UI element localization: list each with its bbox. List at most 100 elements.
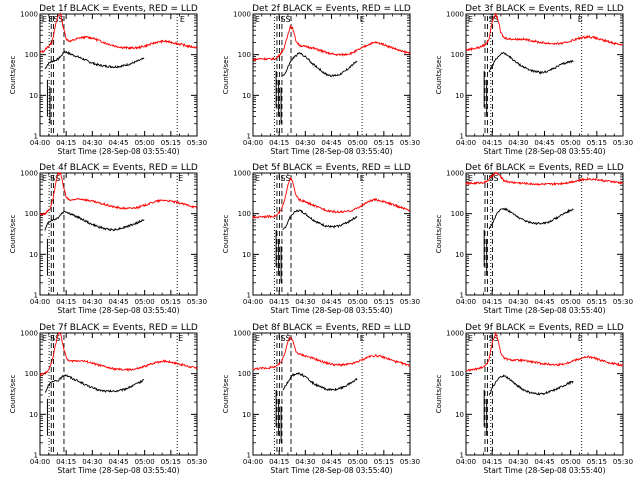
y-axis-label: Counts/sec — [435, 56, 443, 95]
x-tick-label: 04:15 — [56, 458, 76, 466]
y-tick-label: 1 — [460, 133, 464, 141]
y-tick-label: 100 — [238, 51, 251, 59]
y-tick-label: 1 — [247, 452, 251, 460]
panel-title: Det 3f BLACK = Events, RED = LLD — [465, 4, 624, 14]
x-tick-label: 04:45 — [108, 458, 128, 466]
plot-frame — [465, 13, 624, 137]
x-tick-label: 04:30 — [295, 298, 315, 306]
panel-det-9: Det 9f BLACK = Events, RED = LLD 1 10 100 10… — [435, 323, 633, 475]
x-tick-label: 05:15 — [161, 298, 181, 306]
y-tick-label: 100 — [238, 370, 251, 378]
x-tick-label: 04:30 — [82, 139, 102, 147]
y-tick-label: 1 — [34, 133, 38, 141]
series-line-lld — [39, 172, 198, 216]
series-line-lld — [252, 25, 411, 62]
event-marker-label: SS — [53, 15, 63, 24]
y-axis-label: Counts/sec — [9, 56, 17, 95]
panel-title: Det 1f BLACK = Events, RED = LLD — [39, 4, 198, 14]
y-axis-label: Counts/sec — [435, 375, 443, 414]
x-tick-label: 04:15 — [269, 298, 289, 306]
x-tick-label: 04:15 — [56, 298, 76, 306]
y-tick-label: 10 — [242, 92, 251, 100]
y-axis-label: Counts/sec — [9, 215, 17, 254]
x-tick-label: 04:45 — [321, 298, 341, 306]
y-tick-label: 10 — [29, 251, 38, 259]
x-tick-label: 04:00 — [456, 458, 476, 466]
y-tick-label: 100 — [451, 370, 464, 378]
x-tick-label: 04:30 — [82, 458, 102, 466]
panel-title: Det 4f BLACK = Events, RED = LLD — [39, 163, 198, 173]
series-line-events — [44, 210, 145, 232]
event-marker-label: E — [255, 334, 260, 343]
y-axis-label: Counts/sec — [9, 375, 17, 414]
y-tick-label: 100 — [451, 210, 464, 218]
x-tick-label: 05:00 — [561, 139, 581, 147]
series-line-events — [488, 374, 574, 396]
event-marker-label: E — [180, 15, 185, 24]
event-marker-label: E — [578, 174, 583, 183]
y-tick-label: 1000 — [233, 11, 251, 19]
series-line-lld — [465, 12, 623, 52]
y-axis-label: Counts/sec — [435, 215, 443, 254]
series-line-lld — [252, 177, 411, 219]
series-line-lld — [39, 331, 198, 377]
x-axis-label: Start Time (28-Sep-08 03:55:40) — [484, 306, 606, 315]
series-line-lld — [39, 12, 198, 54]
x-tick-label: 05:30 — [613, 139, 633, 147]
y-tick-label: 1 — [247, 292, 251, 300]
x-tick-label: 04:00 — [243, 298, 263, 306]
x-tick-label: 05:00 — [348, 139, 368, 147]
series-line-events — [488, 51, 574, 75]
panel-title: Det 5f BLACK = Events, RED = LLD — [252, 163, 411, 173]
x-tick-label: 05:15 — [161, 139, 181, 147]
event-marker-label: E — [255, 15, 260, 24]
y-tick-label: 100 — [238, 210, 251, 218]
event-marker-label: E — [360, 15, 365, 24]
x-tick-label: 05:00 — [135, 298, 155, 306]
x-tick-label: 04:00 — [243, 458, 263, 466]
y-tick-label: 1000 — [446, 330, 464, 338]
event-marker-label: SS — [280, 15, 290, 24]
x-tick-label: 04:45 — [108, 298, 128, 306]
x-tick-label: 04:30 — [295, 458, 315, 466]
event-marker-label: E — [468, 334, 473, 343]
y-tick-label: 100 — [25, 51, 38, 59]
x-tick-label: 05:15 — [374, 139, 394, 147]
y-tick-label: 10 — [242, 411, 251, 419]
panel-title: Det 6f BLACK = Events, RED = LLD — [465, 163, 624, 173]
panel-det-4: Det 4f BLACK = Events, RED = LLD 1 10 100 10… — [9, 163, 207, 315]
x-axis-label: Start Time (28-Sep-08 03:55:40) — [271, 306, 393, 315]
y-tick-label: 10 — [455, 411, 464, 419]
x-tick-label: 04:45 — [534, 139, 554, 147]
x-tick-label: 04:00 — [30, 298, 50, 306]
series-line-events — [44, 50, 145, 70]
x-tick-label: 05:00 — [135, 458, 155, 466]
x-tick-label: 05:00 — [561, 298, 581, 306]
event-marker-label: E — [578, 15, 583, 24]
x-tick-label: 05:15 — [374, 458, 394, 466]
event-marker-label: E — [42, 15, 47, 24]
x-tick-label: 05:00 — [348, 298, 368, 306]
y-tick-label: 1000 — [233, 170, 251, 178]
event-marker-label: E — [48, 15, 53, 24]
x-axis-label: Start Time (28-Sep-08 03:55:40) — [484, 147, 606, 156]
x-tick-label: 05:30 — [613, 298, 633, 306]
x-tick-label: 05:30 — [187, 298, 207, 306]
x-tick-label: 04:00 — [30, 458, 50, 466]
panel-det-3: Det 3f BLACK = Events, RED = LLD 1 10 100 10… — [435, 4, 633, 156]
series-line-lld — [252, 336, 411, 371]
panel-title: Det 8f BLACK = Events, RED = LLD — [252, 323, 411, 333]
x-axis-label: Start Time (28-Sep-08 03:55:40) — [58, 466, 180, 475]
panel-det-8: Det 8f BLACK = Events, RED = LLD 1 10 100 10… — [222, 323, 420, 475]
y-tick-label: 1000 — [20, 11, 38, 19]
x-tick-label: 05:15 — [587, 298, 607, 306]
x-tick-label: 05:00 — [561, 458, 581, 466]
x-tick-label: 04:15 — [482, 139, 502, 147]
x-tick-label: 05:30 — [187, 139, 207, 147]
x-tick-label: 05:30 — [187, 458, 207, 466]
event-marker-label: SS — [280, 334, 290, 343]
y-tick-label: 100 — [25, 210, 38, 218]
panel-title: Det 7f BLACK = Events, RED = LLD — [39, 323, 198, 333]
series-line-events — [282, 209, 358, 231]
